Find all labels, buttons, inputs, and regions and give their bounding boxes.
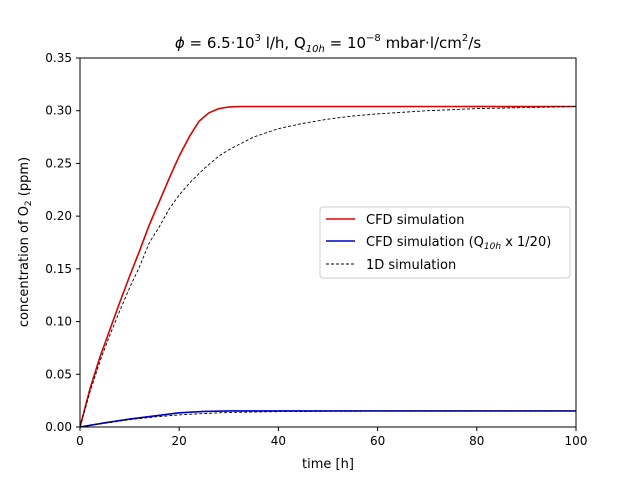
y-tick-label: 0.35 bbox=[45, 51, 72, 65]
x-tick-label: 20 bbox=[172, 434, 187, 448]
y-tick-label: 0.20 bbox=[45, 209, 72, 223]
title-part5: /s bbox=[468, 34, 481, 52]
title-part1-sup: 3 bbox=[255, 33, 261, 44]
title-part3-sup: −8 bbox=[366, 33, 381, 44]
legend-label-cfd-scaled: CFD simulation (Q10h x 1/20) bbox=[366, 235, 551, 252]
x-tick-label: 80 bbox=[469, 434, 484, 448]
y-tick-label: 0.30 bbox=[45, 104, 72, 118]
y-axis-label-prefix: concentration of O bbox=[17, 206, 32, 327]
title-part1: = 6.5·10 bbox=[185, 34, 255, 52]
title-part3: = 10 bbox=[325, 34, 366, 52]
legend-label-cfd: CFD simulation bbox=[366, 213, 464, 228]
legend-box bbox=[319, 206, 571, 279]
y-tick-label: 0.15 bbox=[45, 262, 72, 276]
title-part2: l/h, Q bbox=[261, 34, 306, 52]
y-tick-label: 0.00 bbox=[45, 420, 72, 434]
legend-label-cfd-scaled-main: CFD simulation (Q bbox=[366, 235, 484, 250]
y-axis-label-sub: 2 bbox=[24, 200, 34, 206]
x-tick-label: 100 bbox=[565, 434, 588, 448]
y-axis-label: concentration of O2 (ppm) bbox=[17, 157, 34, 327]
series-line-3 bbox=[79, 410, 576, 428]
title-part4-sup: 2 bbox=[462, 33, 468, 44]
y-axis-ticks: 0.00 0.05 0.10 0.15 0.20 0.25 0.30 0.35 bbox=[45, 51, 80, 434]
plot-lines bbox=[79, 105, 577, 428]
x-tick-label: 60 bbox=[370, 434, 385, 448]
title-part4: mbar·l/cm bbox=[381, 34, 462, 52]
chart-title: ϕ = 6.5·103 l/h, Q10h = 10−8 mbar·l/cm2/… bbox=[175, 33, 482, 55]
title-part2-sub: 10h bbox=[306, 44, 325, 55]
y-axis-label-suffix: (ppm) bbox=[17, 157, 32, 200]
x-tick-label: 0 bbox=[76, 434, 84, 448]
y-tick-label: 0.05 bbox=[45, 367, 72, 381]
legend-label-1d: 1D simulation bbox=[366, 258, 456, 273]
legend: CFD simulation CFD simulation (Q10h x 1/… bbox=[319, 206, 571, 279]
y-tick-label: 0.10 bbox=[45, 315, 72, 329]
series-line-0 bbox=[79, 105, 576, 428]
series-line-2 bbox=[79, 106, 577, 428]
legend-label-cfd-scaled-sub: 10h bbox=[484, 242, 501, 252]
axes-frame bbox=[79, 57, 577, 428]
x-axis-ticks: 0 20 40 60 80 100 bbox=[76, 427, 587, 448]
title-phi: ϕ bbox=[175, 34, 185, 52]
x-axis-label: time [h] bbox=[302, 457, 354, 472]
x-tick-label: 40 bbox=[271, 434, 286, 448]
legend-label-cfd-scaled-suffix: x 1/20) bbox=[501, 235, 551, 250]
y-tick-label: 0.25 bbox=[45, 156, 72, 170]
